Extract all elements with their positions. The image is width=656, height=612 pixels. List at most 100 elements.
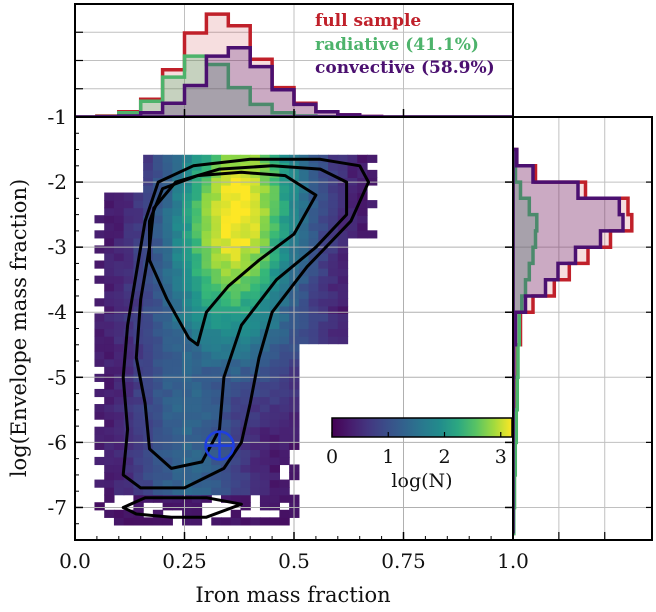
heatmap-cell: [182, 472, 193, 481]
heatmap-cell: [104, 426, 115, 435]
heatmap-cell: [152, 237, 164, 247]
heatmap-cell: [240, 487, 251, 496]
heatmap-cell: [250, 184, 261, 194]
heatmap-cell: [211, 434, 222, 443]
heatmap-cell: [230, 456, 242, 466]
heatmap-cell: [143, 200, 154, 209]
heatmap-cell: [211, 275, 222, 284]
heatmap-cell: [152, 245, 164, 254]
heatmap-cell: [230, 222, 242, 231]
heatmap-cell: [201, 298, 212, 307]
y-axis-label: log(Envelope mass fraction): [7, 179, 31, 477]
heatmap-cell: [191, 328, 203, 337]
heatmap-cell: [182, 245, 193, 254]
heatmap-cell: [133, 343, 144, 352]
heatmap-cell: [279, 479, 290, 488]
heatmap-cell: [172, 230, 183, 239]
heatmap-cell: [133, 479, 144, 488]
heatmap-cell: [279, 343, 290, 352]
heatmap-cell: [328, 283, 339, 292]
heatmap-cell: [279, 517, 290, 526]
heatmap-cell: [152, 456, 164, 466]
heatmap-cell: [191, 320, 203, 330]
heatmap-cell: [211, 230, 222, 239]
heatmap-cell: [230, 237, 242, 247]
heatmap-cell: [308, 200, 319, 209]
heatmap-cell: [104, 456, 115, 466]
heatmap-cell: [143, 456, 154, 466]
heatmap-cell: [172, 222, 183, 231]
heatmap-cell: [123, 487, 134, 496]
heatmap-cell: [94, 215, 105, 224]
heatmap-cell: [259, 456, 271, 466]
heatmap-cell: [230, 509, 242, 518]
heatmap-cell: [328, 177, 339, 186]
heatmap-cell: [221, 177, 232, 186]
heatmap-cell: [162, 215, 173, 224]
heatmap-cell: [269, 464, 280, 473]
heatmap-cell: [230, 449, 242, 458]
heatmap-cell: [318, 184, 329, 194]
heatmap-cell: [211, 154, 222, 163]
heatmap-cell: [259, 283, 271, 292]
heatmap-cell: [221, 252, 232, 262]
heatmap-cell: [240, 479, 251, 488]
heatmap-cell: [201, 373, 212, 382]
heatmap-cell: [162, 358, 173, 367]
heatmap-cell: [279, 509, 290, 518]
heatmap-cell: [298, 237, 310, 247]
heatmap-cell: [259, 464, 271, 473]
heatmap-cell: [123, 456, 134, 466]
colorbar-bar: [331, 417, 513, 438]
heatmap-cell: [211, 252, 222, 262]
heatmap-cell: [201, 275, 212, 284]
heatmap-cell: [279, 298, 290, 307]
heatmap-cell: [201, 320, 212, 330]
heatmap-cell: [259, 494, 271, 503]
heatmap-cell: [172, 215, 183, 224]
heatmap-cell: [240, 388, 251, 398]
heatmap-cell: [94, 411, 105, 420]
heatmap-cell: [104, 464, 115, 473]
heatmap-cell: [230, 305, 242, 314]
heatmap-cell: [162, 343, 173, 352]
heatmap-cell: [279, 494, 290, 503]
heatmap-cell: [123, 192, 134, 201]
heatmap-cell: [172, 472, 183, 481]
heatmap-cell: [191, 426, 203, 435]
heatmap-cell: [328, 237, 339, 247]
heatmap-cell: [230, 268, 242, 277]
heatmap-cell: [104, 358, 115, 367]
heatmap-cell: [123, 207, 134, 216]
heatmap-cell: [250, 200, 261, 209]
heatmap-cell: [133, 426, 144, 435]
heatmap-cell: [347, 207, 358, 216]
heatmap-cell: [104, 411, 115, 420]
heatmap-cell: [240, 343, 251, 352]
heatmap-cell: [191, 456, 203, 466]
heatmap-cell: [104, 237, 115, 247]
heatmap-cell: [162, 184, 173, 194]
heatmap-cell: [269, 215, 280, 224]
heatmap-cell: [221, 487, 232, 496]
heatmap-cell: [152, 260, 164, 269]
heatmap-cell: [269, 426, 280, 435]
heatmap-cell: [94, 456, 105, 466]
heatmap-cell: [123, 449, 134, 458]
heatmap-cell: [162, 396, 173, 405]
heatmap-cell: [230, 419, 242, 428]
heatmap-cell: [279, 222, 290, 231]
heatmap-cell: [357, 154, 368, 163]
heatmap-cell: [337, 252, 349, 262]
heatmap-cell: [269, 290, 280, 299]
heatmap-cell: [298, 313, 310, 322]
heatmap-cell: [133, 472, 144, 481]
heatmap-cell: [113, 366, 125, 375]
heatmap-cell: [318, 192, 329, 201]
heatmap-cell: [367, 154, 378, 163]
colorbar-tick-label: 1: [382, 446, 394, 468]
legend-entry-convective: convective (58.9%): [315, 58, 495, 78]
heatmap-cell: [172, 162, 183, 171]
heatmap-cell: [182, 373, 193, 382]
heatmap-cell: [221, 426, 232, 435]
